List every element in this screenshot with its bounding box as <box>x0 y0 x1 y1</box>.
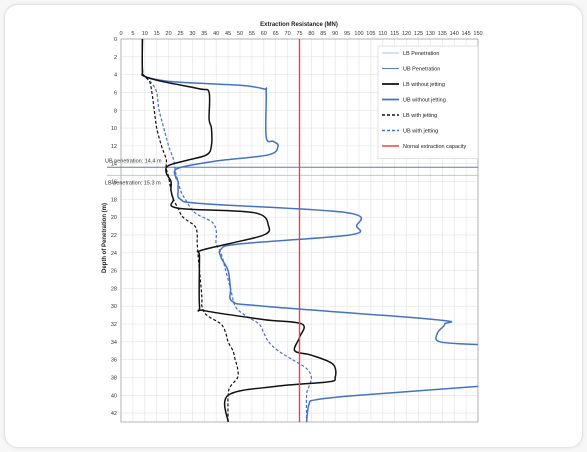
x-tick-label: 125 <box>414 31 423 37</box>
x-tick-label: 135 <box>438 31 447 37</box>
x-tick-label: 50 <box>237 31 243 37</box>
y-tick-label: 2 <box>114 55 117 61</box>
x-tick-label: 85 <box>320 31 326 37</box>
series-group <box>141 38 479 423</box>
x-tick-label: 25 <box>177 31 183 37</box>
x-tick-label: 30 <box>189 31 195 37</box>
x-tick-label: 60 <box>261 31 267 37</box>
x-axis-title: Extraction Resistance (MN) <box>260 22 338 28</box>
y-tick-label: 32 <box>111 322 117 328</box>
x-tick-label: 110 <box>378 31 387 37</box>
x-tick-label: 40 <box>213 31 219 37</box>
legend-box <box>377 45 479 159</box>
x-tick-label: 105 <box>366 31 375 37</box>
x-tick-label: 15 <box>154 31 160 37</box>
y-tick-label: 42 <box>111 411 117 417</box>
x-tick-label: 145 <box>462 31 471 37</box>
x-tick-label: 10 <box>142 31 148 37</box>
legend-label: Nornal extraction capacity <box>403 144 467 150</box>
penetration-annotation: UB penetration: 14.4 m <box>105 158 162 164</box>
penetration-annotation: LB penetration: 15.3 m <box>105 180 161 186</box>
x-tick-label: 100 <box>354 31 363 37</box>
y-tick-label: 26 <box>111 269 117 275</box>
y-tick-label: 34 <box>111 340 117 346</box>
y-tick-label: 0 <box>114 37 117 43</box>
x-tick-label: 0 <box>119 31 122 37</box>
x-tick-label: 80 <box>308 31 314 37</box>
y-tick-label: 6 <box>114 90 117 96</box>
y-tick-label: 28 <box>111 286 117 292</box>
y-tick-label: 18 <box>111 197 117 203</box>
legend-label: UB without jetting <box>403 98 446 104</box>
x-tick-label: 55 <box>249 31 255 37</box>
x-tick-label: 65 <box>273 31 279 37</box>
chart-card <box>4 4 583 448</box>
y-tick-label: 38 <box>111 375 117 381</box>
x-tick-label: 75 <box>296 31 302 37</box>
x-tick-label: 70 <box>285 31 291 37</box>
x-axis-ticks: 0 5 10 15 20 25 30 35 40 45 50 55 60 65 70 75 80 85 90 95 10… <box>119 31 482 37</box>
series-line-lb-with-jetting <box>141 38 239 423</box>
y-tick-label: 14 <box>111 162 117 168</box>
x-tick-label: 120 <box>402 31 411 37</box>
y-tick-label: 8 <box>114 108 117 114</box>
x-tick-label: 150 <box>473 31 482 37</box>
x-tick-label: 5 <box>131 31 134 37</box>
legend-label: UB with jetting <box>403 129 438 135</box>
y-tick-label: 20 <box>111 215 117 221</box>
series-line-ub-without-jetting-lower- <box>305 385 479 423</box>
x-tick-label: 130 <box>426 31 435 37</box>
y-tick-label: 10 <box>111 126 117 132</box>
legend-label: UB Penetration <box>403 67 440 73</box>
y-tick-label: 16 <box>111 180 117 186</box>
y-tick-label: 40 <box>111 393 117 399</box>
x-tick-label: 90 <box>332 31 338 37</box>
y-tick-label: 24 <box>111 251 117 257</box>
y-tick-label: 12 <box>111 144 117 150</box>
legend-label: LB without jetting <box>403 82 445 88</box>
y-tick-label: 22 <box>111 233 117 239</box>
legend: LB Penetration UB Penetration LB without j… <box>377 45 479 159</box>
y-tick-label: 30 <box>111 304 117 310</box>
series-line-ub-without-jetting <box>141 38 479 346</box>
penetration-lines <box>107 166 478 176</box>
legend-label: LB with jetting <box>403 113 437 119</box>
x-tick-label: 115 <box>390 31 399 37</box>
x-tick-label: 35 <box>201 31 207 37</box>
x-tick-label: 45 <box>225 31 231 37</box>
x-tick-label: 140 <box>450 31 459 37</box>
series-line-ub-with-jetting <box>141 38 313 423</box>
annotations: UB penetration: 14.4 m LB penetration: 15… <box>105 158 162 186</box>
y-tick-label: 36 <box>111 358 117 364</box>
y-tick-label: 4 <box>114 73 117 79</box>
legend-label: LB Penetration <box>403 51 439 57</box>
x-tick-label: 20 <box>166 31 172 37</box>
x-tick-label: 95 <box>344 31 350 37</box>
y-axis-title: Depth of Penetration (m) <box>102 203 108 273</box>
series-line-lb-without-jetting <box>141 38 337 423</box>
